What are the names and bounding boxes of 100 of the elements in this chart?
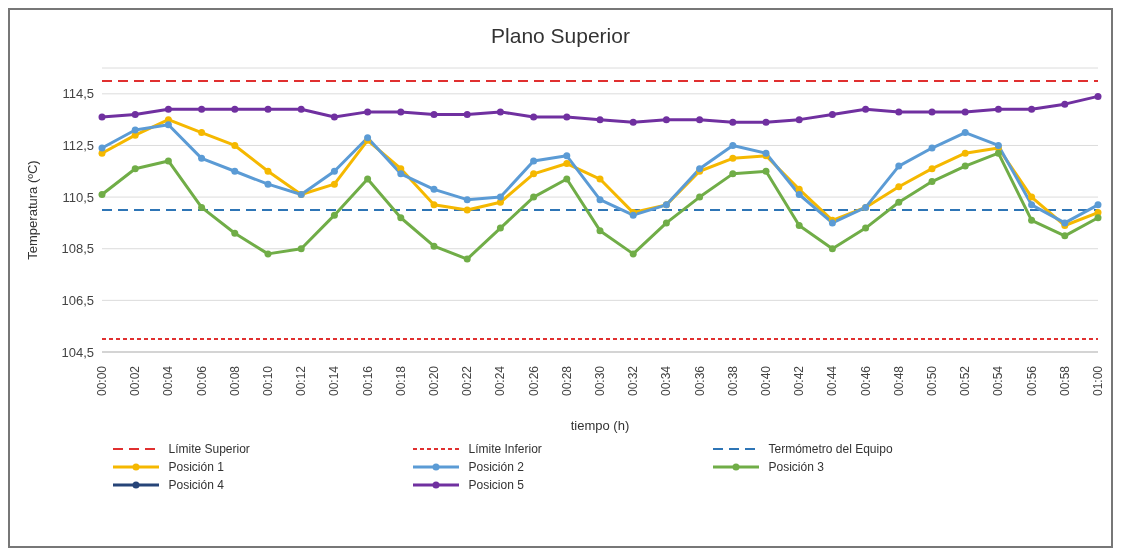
- x-tick-label: 00:00: [95, 365, 109, 397]
- point: [164, 105, 172, 113]
- x-tick-label: 00:42: [792, 365, 807, 397]
- legend-label: Posición 4: [168, 478, 224, 492]
- point: [662, 116, 670, 124]
- x-tick-label: 00:26: [526, 365, 541, 397]
- point: [264, 250, 272, 258]
- point: [231, 167, 239, 175]
- x-tick-label: 00:04: [161, 365, 176, 397]
- x-tick-label: 00:10: [261, 365, 275, 397]
- point: [862, 224, 870, 232]
- x-tick-label: 00:30: [593, 365, 607, 397]
- x-axis-title: tiempo (h): [570, 418, 630, 433]
- point: [729, 170, 737, 178]
- x-tick-label: 00:24: [493, 365, 508, 397]
- point: [994, 149, 1002, 157]
- legend-label: Posición 3: [768, 460, 824, 474]
- point: [164, 121, 172, 129]
- point: [828, 110, 836, 118]
- legend-label: Límite Superior: [168, 442, 250, 456]
- point: [297, 245, 305, 253]
- x-tick-label: 00:56: [1024, 365, 1039, 397]
- point: [1094, 92, 1102, 100]
- point: [563, 175, 571, 183]
- point: [563, 113, 571, 121]
- x-tick-label: 00:12: [294, 365, 309, 397]
- point: [164, 157, 172, 165]
- x-tick-label: 00:40: [759, 365, 773, 397]
- point: [1028, 193, 1036, 201]
- x-tick-label: 00:14: [327, 365, 342, 397]
- point: [530, 113, 538, 121]
- point: [1094, 214, 1102, 222]
- point: [928, 108, 936, 116]
- point: [994, 105, 1002, 113]
- x-tick-label: 00:48: [891, 365, 906, 397]
- point: [1028, 105, 1036, 113]
- x-tick-label: 00:18: [393, 365, 408, 397]
- point: [662, 219, 670, 227]
- point: [596, 227, 604, 235]
- x-tick-label: 00:02: [128, 365, 143, 397]
- point: [330, 113, 338, 121]
- point: [430, 242, 438, 250]
- point: [1028, 201, 1036, 209]
- point: [198, 105, 206, 113]
- point: [430, 201, 438, 209]
- legend-label: Posición 1: [168, 460, 224, 474]
- point: [596, 175, 604, 183]
- x-tick-label: 00:16: [360, 365, 375, 397]
- y-tick-label: 104,5: [61, 344, 94, 360]
- point: [895, 162, 903, 170]
- point: [98, 113, 106, 121]
- chart-title: Plano Superior: [490, 24, 631, 48]
- point: [795, 116, 803, 124]
- x-tick-label: 00:38: [725, 365, 740, 397]
- point: [496, 193, 504, 201]
- point: [397, 170, 405, 178]
- point: [530, 157, 538, 165]
- point: [231, 105, 239, 113]
- point: [330, 167, 338, 175]
- point: [264, 180, 272, 188]
- point: [264, 105, 272, 113]
- point: [430, 185, 438, 193]
- point: [928, 178, 936, 186]
- point: [430, 110, 438, 118]
- point: [397, 108, 405, 116]
- point: [198, 203, 206, 211]
- x-tick-label: 00:46: [858, 365, 873, 397]
- point: [397, 214, 405, 222]
- point: [928, 165, 936, 173]
- x-tick-label: 00:58: [1057, 365, 1072, 397]
- point: [961, 129, 969, 137]
- point: [1094, 201, 1102, 209]
- point: [496, 224, 504, 232]
- point: [330, 180, 338, 188]
- x-tick-label: 00:08: [227, 365, 242, 397]
- point: [961, 149, 969, 157]
- y-tick-label: 110,5: [62, 189, 94, 205]
- point: [729, 154, 737, 162]
- point: [364, 175, 372, 183]
- point: [795, 221, 803, 229]
- point: [596, 196, 604, 204]
- y-axis-title: Temperatura (ºC): [24, 160, 40, 260]
- y-tick-label: 114,5: [62, 86, 94, 102]
- point: [629, 118, 637, 126]
- point: [231, 141, 239, 149]
- point: [729, 118, 737, 126]
- point: [131, 110, 139, 118]
- point: [961, 162, 969, 170]
- point: [98, 144, 106, 152]
- x-tick-label: 01:00: [1091, 365, 1105, 397]
- x-tick-label: 00:34: [659, 365, 674, 397]
- point: [729, 141, 737, 149]
- point: [198, 154, 206, 162]
- point: [928, 144, 936, 152]
- point: [563, 160, 571, 168]
- x-tick-label: 00:06: [194, 365, 209, 397]
- point: [1061, 100, 1069, 108]
- point: [762, 167, 770, 175]
- point: [629, 250, 637, 258]
- point: [231, 229, 239, 237]
